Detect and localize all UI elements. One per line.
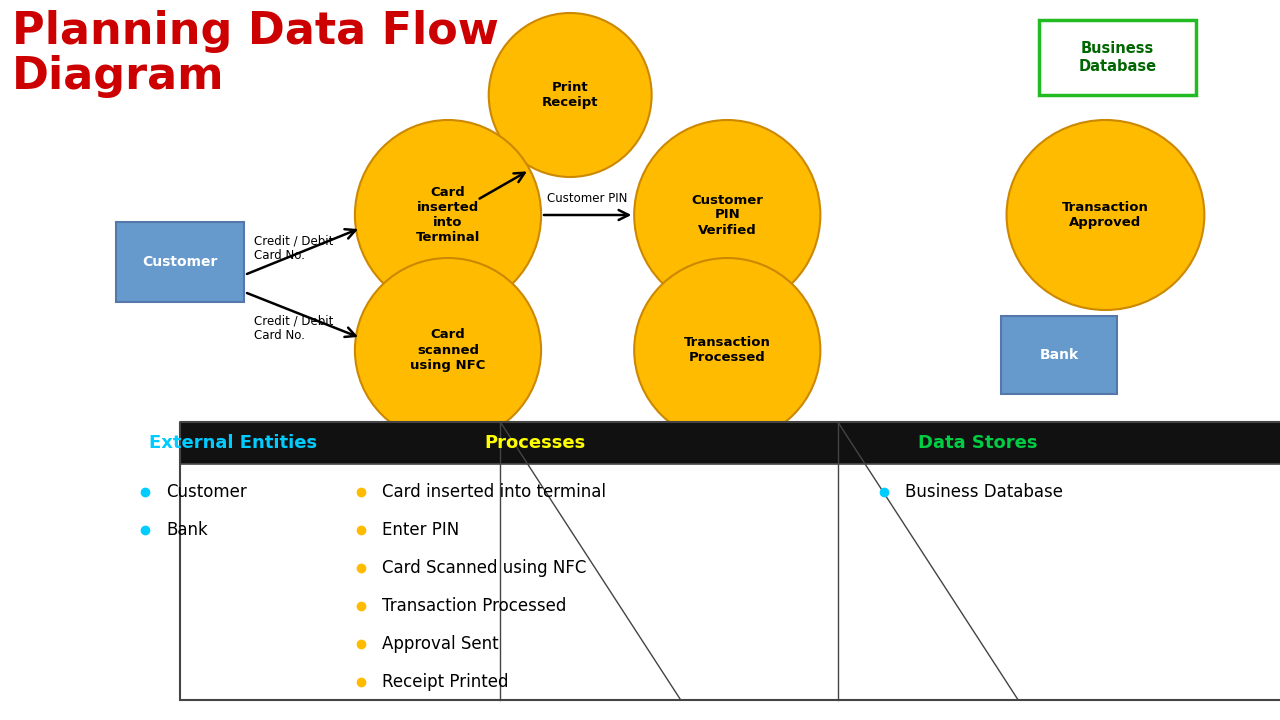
Ellipse shape <box>489 13 652 177</box>
Text: Planning Data Flow
Diagram: Planning Data Flow Diagram <box>12 10 498 98</box>
Text: Customer PIN: Customer PIN <box>548 192 627 205</box>
Text: Transaction
Processed: Transaction Processed <box>684 336 771 364</box>
Text: Business Database: Business Database <box>905 483 1064 501</box>
Text: Transaction Processed: Transaction Processed <box>381 597 566 615</box>
Text: Card
inserted
into
Terminal: Card inserted into Terminal <box>416 186 480 244</box>
Text: Data Stores: Data Stores <box>918 434 1037 452</box>
Text: Customer: Customer <box>142 255 218 269</box>
Text: Card
scanned
using NFC: Card scanned using NFC <box>411 328 485 372</box>
Bar <box>116 222 244 302</box>
Bar <box>1001 316 1117 394</box>
Bar <box>180 422 1280 464</box>
Text: Transaction
Approved: Transaction Approved <box>1062 201 1149 229</box>
Ellipse shape <box>634 258 820 442</box>
Text: External Entities: External Entities <box>148 434 316 452</box>
Text: Credit / Debit
Card No.: Credit / Debit Card No. <box>253 314 333 342</box>
Text: Customer
PIN
Verified: Customer PIN Verified <box>691 194 763 236</box>
Ellipse shape <box>355 120 541 310</box>
Bar <box>180 422 1280 700</box>
Text: Card inserted into terminal: Card inserted into terminal <box>381 483 605 501</box>
Ellipse shape <box>634 120 820 310</box>
Ellipse shape <box>355 258 541 442</box>
Text: Business
Database: Business Database <box>1079 41 1157 73</box>
Bar <box>180 464 1280 700</box>
Text: Bank: Bank <box>1039 348 1079 362</box>
Text: Processes: Processes <box>485 434 586 452</box>
Text: Customer: Customer <box>166 483 247 501</box>
Text: Bank: Bank <box>166 521 209 539</box>
Text: Print
Receipt: Print Receipt <box>541 81 599 109</box>
Bar <box>1039 20 1197 95</box>
Text: Credit / Debit
Card No.: Credit / Debit Card No. <box>253 234 333 262</box>
Text: Card Scanned using NFC: Card Scanned using NFC <box>381 559 586 577</box>
Ellipse shape <box>1006 120 1204 310</box>
Text: Receipt Printed: Receipt Printed <box>381 673 508 691</box>
Text: Enter PIN: Enter PIN <box>381 521 460 539</box>
Text: Approval Sent: Approval Sent <box>381 635 498 653</box>
